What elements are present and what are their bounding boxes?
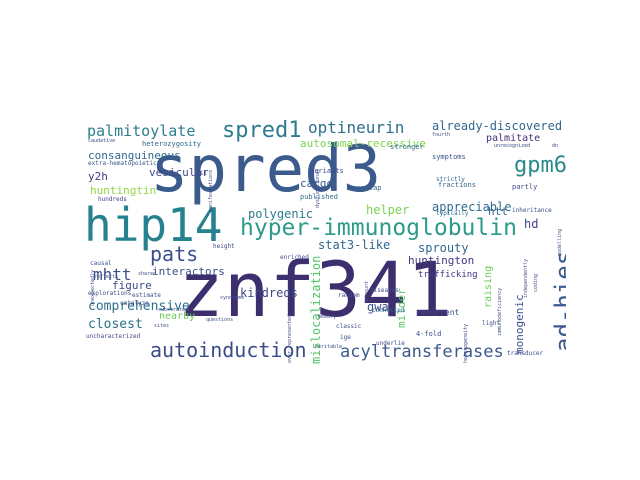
word: palmitate <box>486 133 541 144</box>
word: overlap <box>352 184 382 192</box>
word: unrecognized <box>494 143 531 149</box>
word: consanguineous <box>88 149 181 162</box>
word: transducer <box>507 350 544 357</box>
word: autoinduction <box>150 338 307 362</box>
word: underlie <box>376 340 405 347</box>
word: substrates <box>158 307 189 313</box>
word: diseases <box>370 287 399 294</box>
word: coding <box>533 273 539 292</box>
word: modelling <box>557 228 563 256</box>
word: spred1 <box>222 118 302 143</box>
word: independently <box>523 258 529 298</box>
word: hundreds <box>98 196 127 203</box>
word: polygenic <box>248 207 314 221</box>
word: strictly <box>436 176 465 183</box>
word: ige <box>340 334 351 341</box>
word: ad-hies <box>550 250 566 352</box>
word: memory <box>318 314 337 320</box>
word: already-discovered <box>432 119 563 133</box>
word: dn <box>552 143 559 149</box>
word: symptoms <box>432 153 466 161</box>
word: caudative <box>88 138 116 144</box>
word: partly <box>512 183 538 191</box>
word: pats <box>150 242 199 266</box>
word: published <box>300 193 338 201</box>
word: cargo <box>300 177 334 190</box>
word: mhtt <box>93 265 132 284</box>
word: sites <box>154 323 170 329</box>
word: autosomal-recessive <box>300 137 426 150</box>
word: reflects <box>94 274 119 280</box>
word: nearby <box>159 311 196 322</box>
word: estimate <box>132 292 161 299</box>
word: heterogeneity <box>463 323 469 363</box>
word: trafficking <box>418 270 478 280</box>
word: typically <box>436 210 469 217</box>
word: heritable <box>315 344 343 350</box>
word: acyltransferases <box>340 342 504 362</box>
word: dysfunctional <box>315 168 321 208</box>
word: hyper-immunoglobulin <box>240 215 517 241</box>
word: helper <box>366 203 410 217</box>
word: questions <box>206 317 234 323</box>
word: enriched <box>280 254 309 261</box>
word: extra-hematopoietic <box>88 160 157 167</box>
word: htt <box>488 205 508 218</box>
word: interactors <box>152 265 225 278</box>
word: recurrent <box>416 308 460 317</box>
word: sprouty <box>418 241 469 255</box>
word: fourth <box>432 132 451 138</box>
word: inheritance <box>512 207 552 214</box>
word: 4-fold <box>416 330 442 338</box>
word: connected <box>372 307 405 314</box>
word: variants <box>310 167 344 175</box>
word-cloud: znf341 spred3 hip14 hyper-immunoglobulin… <box>80 116 566 367</box>
word: over-represented <box>287 314 293 363</box>
word: optineurin <box>308 118 405 137</box>
word: height <box>213 243 235 250</box>
word: immunodeficiency <box>497 287 503 336</box>
word: fractions <box>438 181 476 189</box>
word: ii <box>200 170 208 177</box>
word: stat3-like <box>318 238 391 252</box>
word: monogenic <box>513 294 526 354</box>
word: unexpectedly <box>90 269 96 306</box>
word: y2h <box>88 170 108 183</box>
word: raising <box>483 265 494 308</box>
word: spred3 <box>150 133 382 207</box>
word: hip14 <box>84 198 223 252</box>
word: random <box>338 292 360 299</box>
word: huntingtin <box>90 184 157 197</box>
word: closest <box>88 317 143 332</box>
word: figure <box>112 279 152 292</box>
word: syndrome <box>220 295 245 301</box>
word: huntington <box>408 254 475 267</box>
word: light <box>482 320 501 327</box>
word: causal <box>90 260 112 267</box>
word: znf341 <box>178 245 453 334</box>
word: manifestations <box>208 169 214 212</box>
word: classic <box>336 323 362 330</box>
word: palmitoylate <box>87 122 196 140</box>
word: catalyze <box>120 300 149 307</box>
word: stronger <box>390 143 424 151</box>
word: uncharacterized <box>86 333 141 340</box>
word: comprehensive <box>88 299 190 314</box>
word: heterozygosity <box>142 140 202 148</box>
word: kindreds <box>240 286 298 300</box>
word: vesicular <box>149 166 209 179</box>
word: gwa <box>367 300 389 314</box>
word: hd <box>524 217 539 231</box>
word: shared <box>138 271 157 277</box>
word: explorations <box>88 290 132 297</box>
word: appreciable <box>432 200 512 214</box>
